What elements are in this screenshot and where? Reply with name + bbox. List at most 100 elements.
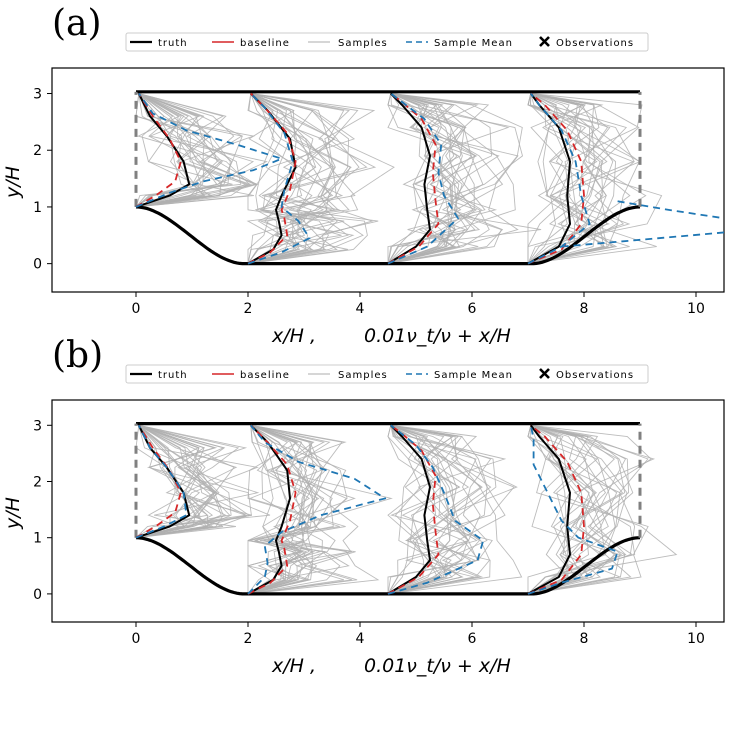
x-tick-label: 2 <box>244 631 253 647</box>
sample-line <box>135 93 218 208</box>
legend-label-observations: Observations <box>556 370 634 381</box>
x-tick-label: 2 <box>244 301 253 317</box>
baseline-profile <box>135 93 182 208</box>
sample-line <box>387 93 502 265</box>
y-tick-label: 2 <box>33 474 42 490</box>
y-tick-label: 0 <box>33 257 42 273</box>
sample-line <box>135 93 212 208</box>
panel-label: (a) <box>52 3 102 44</box>
sample-line <box>387 425 450 595</box>
sample-line <box>135 93 233 208</box>
x-tick-label: 6 <box>468 631 477 647</box>
x-tick-label: 10 <box>687 301 705 317</box>
legend-label-sample-mean: Sample Mean <box>434 370 513 381</box>
sample-line <box>387 93 452 265</box>
plot-frame <box>51 399 725 623</box>
sample-line <box>387 424 497 595</box>
sample-line <box>527 93 663 264</box>
y-axis-label: y/H <box>2 497 24 530</box>
sample-line <box>247 93 364 265</box>
sample-line <box>527 425 569 595</box>
sample-line <box>527 93 574 264</box>
sample-line <box>135 93 218 208</box>
sample-line <box>135 93 233 208</box>
sample-line <box>247 424 359 595</box>
samples-group <box>135 424 678 595</box>
sample-line <box>387 93 542 264</box>
sample-line <box>135 93 199 208</box>
plot-area <box>134 422 678 596</box>
sample-line <box>387 424 469 595</box>
sample-mean-profile <box>387 424 485 595</box>
sample-line <box>387 424 523 595</box>
sample-line <box>387 424 515 595</box>
sample-mean-profile <box>247 92 311 265</box>
sample-line <box>135 93 268 208</box>
legend-label-sample-mean: Sample Mean <box>434 38 513 49</box>
x-tick-label: 0 <box>132 301 141 317</box>
sample-line <box>527 424 634 595</box>
x-axis-label-left: x/H , <box>271 655 316 677</box>
sample-line <box>247 93 317 264</box>
sample-line <box>247 424 316 595</box>
sample-line <box>527 93 617 265</box>
sample-line <box>247 93 322 264</box>
legend-label-samples: Samples <box>338 370 388 381</box>
sample-line <box>135 424 205 539</box>
legend-label-observations: Observations <box>556 38 634 49</box>
sample-line <box>527 424 649 595</box>
sample-line <box>247 93 379 265</box>
sample-line <box>527 424 616 595</box>
sample-line <box>387 425 440 595</box>
y-tick-label: 3 <box>33 87 42 103</box>
sample-mean-profile <box>135 92 283 208</box>
plot-area <box>134 90 724 266</box>
truth-profile <box>527 92 571 265</box>
sample-line <box>247 424 353 595</box>
legend-label-samples: Samples <box>338 38 388 49</box>
legend: truth baseline Samples Sample Mean Observati… <box>125 32 649 52</box>
sample-line <box>247 425 311 595</box>
sample-line <box>527 93 598 265</box>
truth-profile <box>527 424 571 595</box>
x-tick-label: 4 <box>356 631 365 647</box>
baseline-profile <box>527 92 585 265</box>
sample-line <box>527 424 609 595</box>
legend-frame <box>125 364 649 384</box>
sample-line <box>135 93 242 208</box>
chart-panel-1: (a) truth baseline Samples Sample Mean Observ… <box>2 3 725 347</box>
sample-line <box>527 424 621 595</box>
sample-line <box>527 93 569 264</box>
sample-line <box>135 424 209 539</box>
baseline-profile <box>247 92 297 265</box>
sample-line <box>135 424 248 539</box>
truth-profile <box>387 92 431 265</box>
baseline-profile <box>527 424 585 595</box>
sample-line <box>527 425 678 595</box>
sample-mean-profile <box>387 92 459 265</box>
y-tick-label: 0 <box>33 587 42 603</box>
sample-line <box>387 93 478 264</box>
sample-line <box>387 93 519 265</box>
legend-frame <box>125 32 649 52</box>
sample-line <box>527 93 642 264</box>
sample-line <box>135 424 260 539</box>
x-axis-label-right: 0.01ν_t/ν + x/H <box>364 325 511 347</box>
sample-line <box>527 424 597 595</box>
y-tick-label: 1 <box>33 200 42 216</box>
legend-marker-observations <box>539 36 550 47</box>
sample-line <box>387 93 492 265</box>
sample-line <box>135 424 248 539</box>
sample-line <box>527 424 626 595</box>
sample-line <box>387 424 506 595</box>
x-axis-label-left: x/H , <box>271 325 316 347</box>
sample-line <box>135 93 249 208</box>
sample-line <box>247 93 368 265</box>
sample-line <box>527 424 626 595</box>
sample-line <box>135 424 218 539</box>
sample-line <box>527 424 627 595</box>
y-tick-label: 2 <box>33 143 42 159</box>
sample-line <box>247 424 350 595</box>
x-tick-label: 4 <box>356 301 365 317</box>
